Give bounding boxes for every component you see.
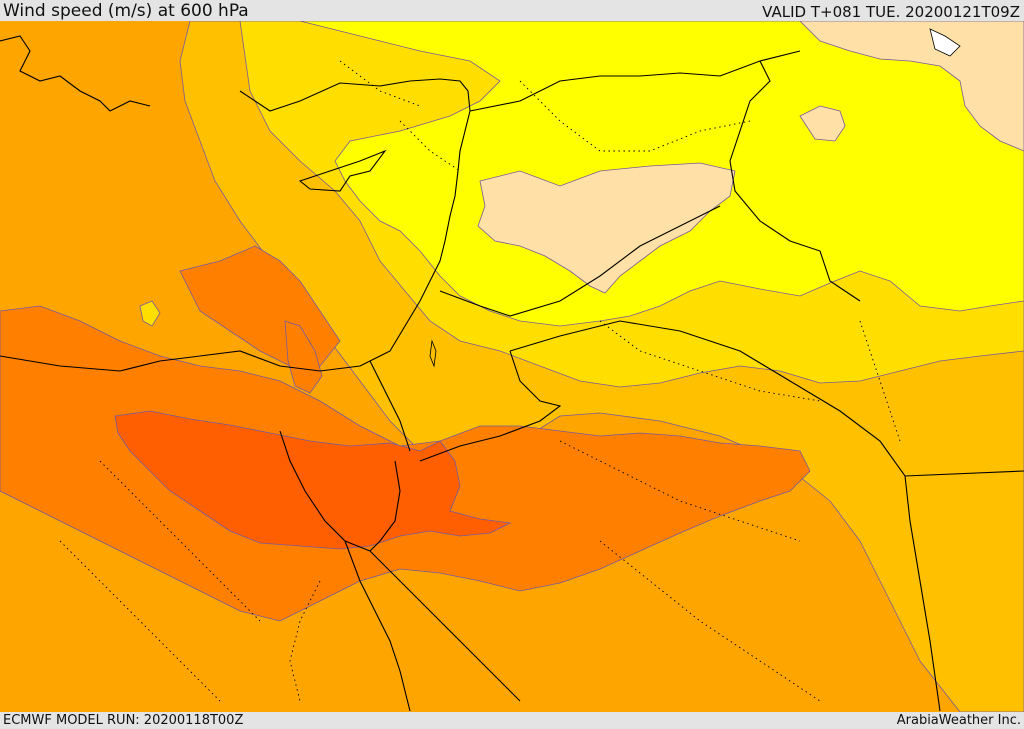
mediterranean-coast (0, 78, 471, 372)
wind-speed-map[interactable] (0, 21, 1024, 712)
field-very-light-east (799, 105, 846, 142)
borders-group (0, 35, 1024, 712)
red-sea-coast (369, 550, 521, 702)
dotted-boundaries (59, 60, 901, 702)
cyprus (298, 149, 387, 192)
field-very-light-north (477, 162, 736, 294)
red-sea-east (369, 460, 401, 552)
model-run: ECMWF MODEL RUN: 20200118T00Z (3, 713, 244, 728)
saudi-east-border (904, 475, 941, 712)
egypt-border (369, 360, 411, 452)
map-title: Wind speed (m/s) at 600 hPa (3, 1, 249, 21)
credit: ArabiaWeather Inc. (896, 713, 1021, 728)
caspian-hint (929, 28, 961, 57)
jordan-border (439, 205, 721, 317)
dead-sea (429, 339, 437, 368)
field-very-light-ne (799, 21, 1024, 152)
field-very-strong-spot (284, 320, 323, 394)
turkey-syria-border (469, 50, 801, 112)
egypt-sudan-border (344, 540, 411, 712)
iraq-saudi-border (509, 320, 1024, 477)
field-light-spot-west (139, 300, 161, 327)
field-very-strong (114, 410, 512, 550)
red-sea-west (279, 430, 371, 552)
jordan-saudi-border (419, 350, 562, 462)
map-footer: ECMWF MODEL RUN: 20200118T00Z ArabiaWeat… (0, 712, 1024, 729)
aegean-coast (0, 35, 151, 112)
map-header: Wind speed (m/s) at 600 hPa VALID T+081 … (0, 0, 1024, 21)
iran-iraq-border (729, 60, 861, 302)
valid-time: VALID T+081 TUE. 20200121T09Z (762, 3, 1020, 21)
wind-field-svg (0, 21, 1024, 712)
